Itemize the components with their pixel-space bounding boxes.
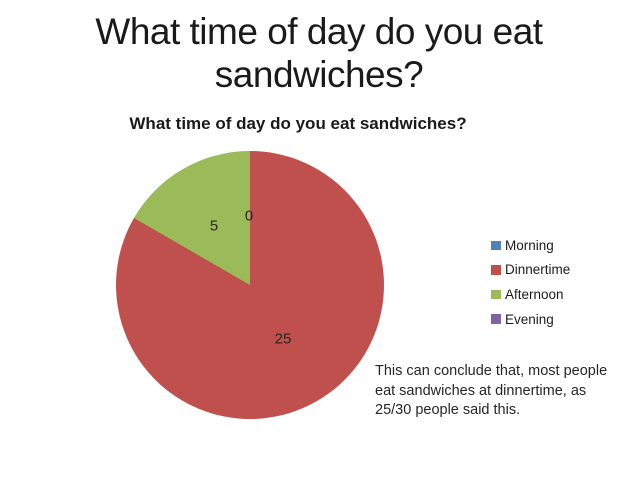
legend-swatch-morning-icon bbox=[491, 240, 501, 251]
pie-slice-label-dinnertime: 25 bbox=[274, 330, 292, 348]
legend-item-evening: Evening bbox=[491, 307, 570, 332]
legend-item-dinnertime: Dinnertime bbox=[491, 258, 570, 283]
slide-title-line-2: sandwiches? bbox=[214, 54, 424, 95]
legend-label-evening: Evening bbox=[505, 311, 554, 327]
legend-label-morning: Morning bbox=[505, 237, 554, 253]
legend-item-afternoon: Afternoon bbox=[491, 282, 570, 307]
conclusion-text: This can conclude that, most people eat … bbox=[375, 362, 607, 421]
slide-title: What time of day do you eat sandwiches? bbox=[0, 10, 638, 96]
legend-swatch-dinnertime-icon bbox=[491, 265, 501, 275]
chart-legend: Morning Dinnertime Afternoon Evening bbox=[491, 233, 570, 331]
pie-chart bbox=[116, 151, 384, 419]
conclusion-line-1: This can conclude that, most people bbox=[375, 363, 608, 379]
legend-label-afternoon: Afternoon bbox=[505, 286, 564, 302]
pie-slice-label-afternoon: 5 bbox=[209, 217, 219, 235]
legend-swatch-evening-icon bbox=[491, 314, 501, 324]
slide-title-line-1: What time of day do you eat bbox=[95, 11, 543, 52]
conclusion-line-2: eat sandwiches at dinnertime, as bbox=[375, 382, 587, 399]
chart-title: What time of day do you eat sandwiches? bbox=[129, 114, 467, 133]
legend-swatch-afternoon-icon bbox=[491, 289, 501, 300]
conclusion-line-3: 25/30 people said this. bbox=[375, 402, 521, 419]
legend-label-dinnertime: Dinnertime bbox=[505, 262, 571, 278]
legend-item-morning: Morning bbox=[491, 233, 570, 258]
pie-slice-label-morning: 0 bbox=[244, 207, 254, 225]
